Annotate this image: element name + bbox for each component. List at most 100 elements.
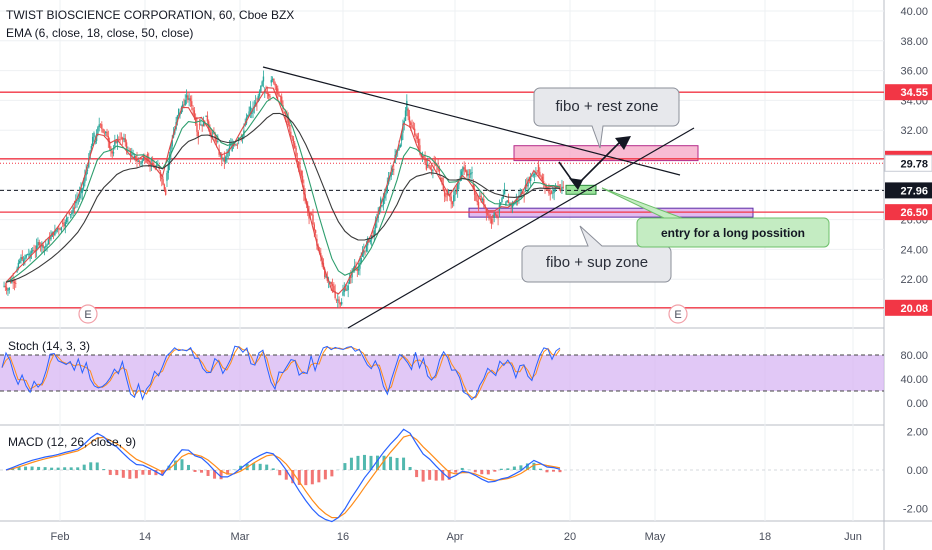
candle-body bbox=[356, 268, 359, 271]
candle-body bbox=[264, 91, 266, 93]
macd-hist-bar bbox=[128, 470, 132, 479]
candle-body bbox=[407, 109, 409, 117]
candle-body bbox=[390, 171, 392, 177]
candle-body bbox=[193, 110, 196, 118]
candle-body bbox=[531, 175, 533, 177]
candle-body bbox=[505, 202, 507, 205]
descending-trendline bbox=[262, 66, 681, 176]
price-tag-label: 34.55 bbox=[900, 87, 928, 99]
candle-body bbox=[105, 131, 107, 133]
macd-tick-label: -2.00 bbox=[903, 504, 928, 516]
macd-hist-bar bbox=[532, 462, 536, 470]
candle-body bbox=[416, 136, 418, 139]
candle-body bbox=[382, 198, 385, 206]
candle-body bbox=[38, 242, 40, 246]
time-tick-label: Jun bbox=[844, 531, 862, 543]
candle-body bbox=[163, 184, 166, 190]
candle-body bbox=[64, 222, 67, 227]
candle-body bbox=[99, 124, 102, 126]
candle-body bbox=[196, 124, 198, 132]
candle-body bbox=[185, 95, 188, 98]
candle-body bbox=[333, 286, 335, 291]
candle-body bbox=[148, 159, 150, 161]
candle-body bbox=[479, 195, 481, 197]
macd-hist-bar bbox=[291, 470, 295, 484]
candle-body bbox=[476, 200, 478, 203]
candle-body bbox=[200, 124, 202, 126]
candle-body bbox=[314, 230, 317, 234]
macd-hist-bar bbox=[180, 459, 184, 470]
candle-body bbox=[528, 179, 531, 182]
candle-body bbox=[363, 250, 365, 254]
candle-body bbox=[339, 302, 342, 305]
macd-hist-bar bbox=[434, 470, 438, 481]
candle-body bbox=[119, 139, 121, 141]
macd-hist-bar bbox=[330, 470, 334, 477]
candle-body bbox=[50, 236, 52, 240]
candle-body bbox=[350, 277, 352, 278]
candle-body bbox=[222, 157, 224, 160]
candle-body bbox=[364, 250, 366, 252]
candle-body bbox=[291, 135, 293, 139]
candle-body bbox=[515, 199, 518, 203]
macd-hist-bar bbox=[134, 470, 138, 479]
resistance-zone bbox=[513, 145, 699, 162]
macd-hist-bar bbox=[213, 470, 217, 479]
candle-body bbox=[260, 85, 262, 92]
macd-hist-bar bbox=[37, 466, 41, 470]
candle-body bbox=[526, 185, 528, 187]
candle-body bbox=[223, 157, 226, 162]
price-tag-box bbox=[885, 182, 932, 199]
candle-body bbox=[257, 95, 259, 102]
candle-body bbox=[183, 104, 185, 106]
macd-hist-bar bbox=[512, 466, 516, 470]
candle-body bbox=[202, 121, 205, 127]
candle-body bbox=[357, 268, 360, 271]
candle-body bbox=[78, 193, 81, 199]
candle-body bbox=[513, 203, 515, 205]
candle-body bbox=[213, 132, 215, 135]
macd-hist-bar bbox=[265, 464, 269, 470]
price-tag-label: 26.50 bbox=[900, 207, 928, 219]
candle-body bbox=[426, 164, 429, 166]
candle-body bbox=[42, 244, 44, 248]
candle-body bbox=[76, 199, 78, 202]
macd-hist-bar bbox=[252, 463, 256, 470]
candle-body bbox=[415, 134, 417, 137]
candle-body bbox=[359, 262, 361, 269]
candle-body bbox=[413, 128, 416, 135]
candle-body bbox=[529, 176, 532, 182]
candle-body bbox=[97, 127, 99, 134]
grid bbox=[0, 0, 884, 521]
candle-body bbox=[194, 117, 197, 125]
time-tick-label: Feb bbox=[51, 531, 70, 543]
candle-body bbox=[507, 200, 510, 204]
candle-body bbox=[211, 132, 214, 134]
candle-body bbox=[197, 131, 199, 138]
candle-body bbox=[325, 276, 327, 278]
candle-body bbox=[22, 259, 25, 265]
stoch-panel bbox=[0, 345, 884, 401]
candle-body bbox=[483, 198, 485, 205]
macd-hist-bar bbox=[102, 469, 106, 470]
candle-body bbox=[30, 251, 33, 253]
macd-hist-bar bbox=[89, 462, 93, 470]
macd-hist-bar bbox=[258, 463, 262, 470]
candle-body bbox=[251, 112, 253, 114]
macd-hist-bar bbox=[200, 470, 204, 473]
macd-hist-bar bbox=[545, 470, 549, 473]
candle-body bbox=[343, 288, 345, 292]
candle-body bbox=[460, 171, 463, 177]
candle-body bbox=[9, 282, 12, 283]
candle-body bbox=[54, 231, 56, 236]
time-tick-label: Mar bbox=[231, 531, 250, 543]
macd-hist-bar bbox=[473, 470, 477, 473]
candle-body bbox=[18, 260, 21, 263]
candle-body bbox=[25, 255, 27, 258]
candle-body bbox=[81, 188, 83, 193]
time-tick-label: 14 bbox=[139, 531, 151, 543]
macd-hist-bar bbox=[304, 470, 308, 486]
candle-body bbox=[84, 175, 86, 183]
